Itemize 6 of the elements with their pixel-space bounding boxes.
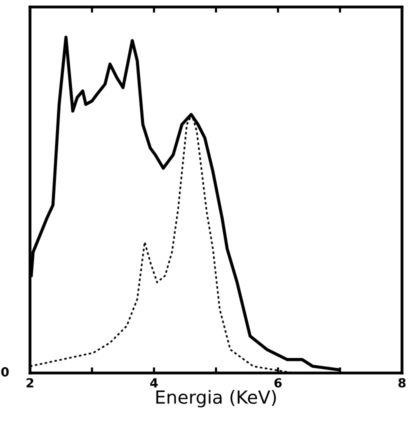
x-axis-title: Energia (KeV) xyxy=(156,390,276,408)
x-tick-label: 6 xyxy=(274,378,282,388)
x-tick-label: 4 xyxy=(150,378,158,388)
x-tick-label: 2 xyxy=(26,378,34,388)
x-tick-label: 8 xyxy=(398,378,406,388)
text: 0 xyxy=(1,367,9,377)
